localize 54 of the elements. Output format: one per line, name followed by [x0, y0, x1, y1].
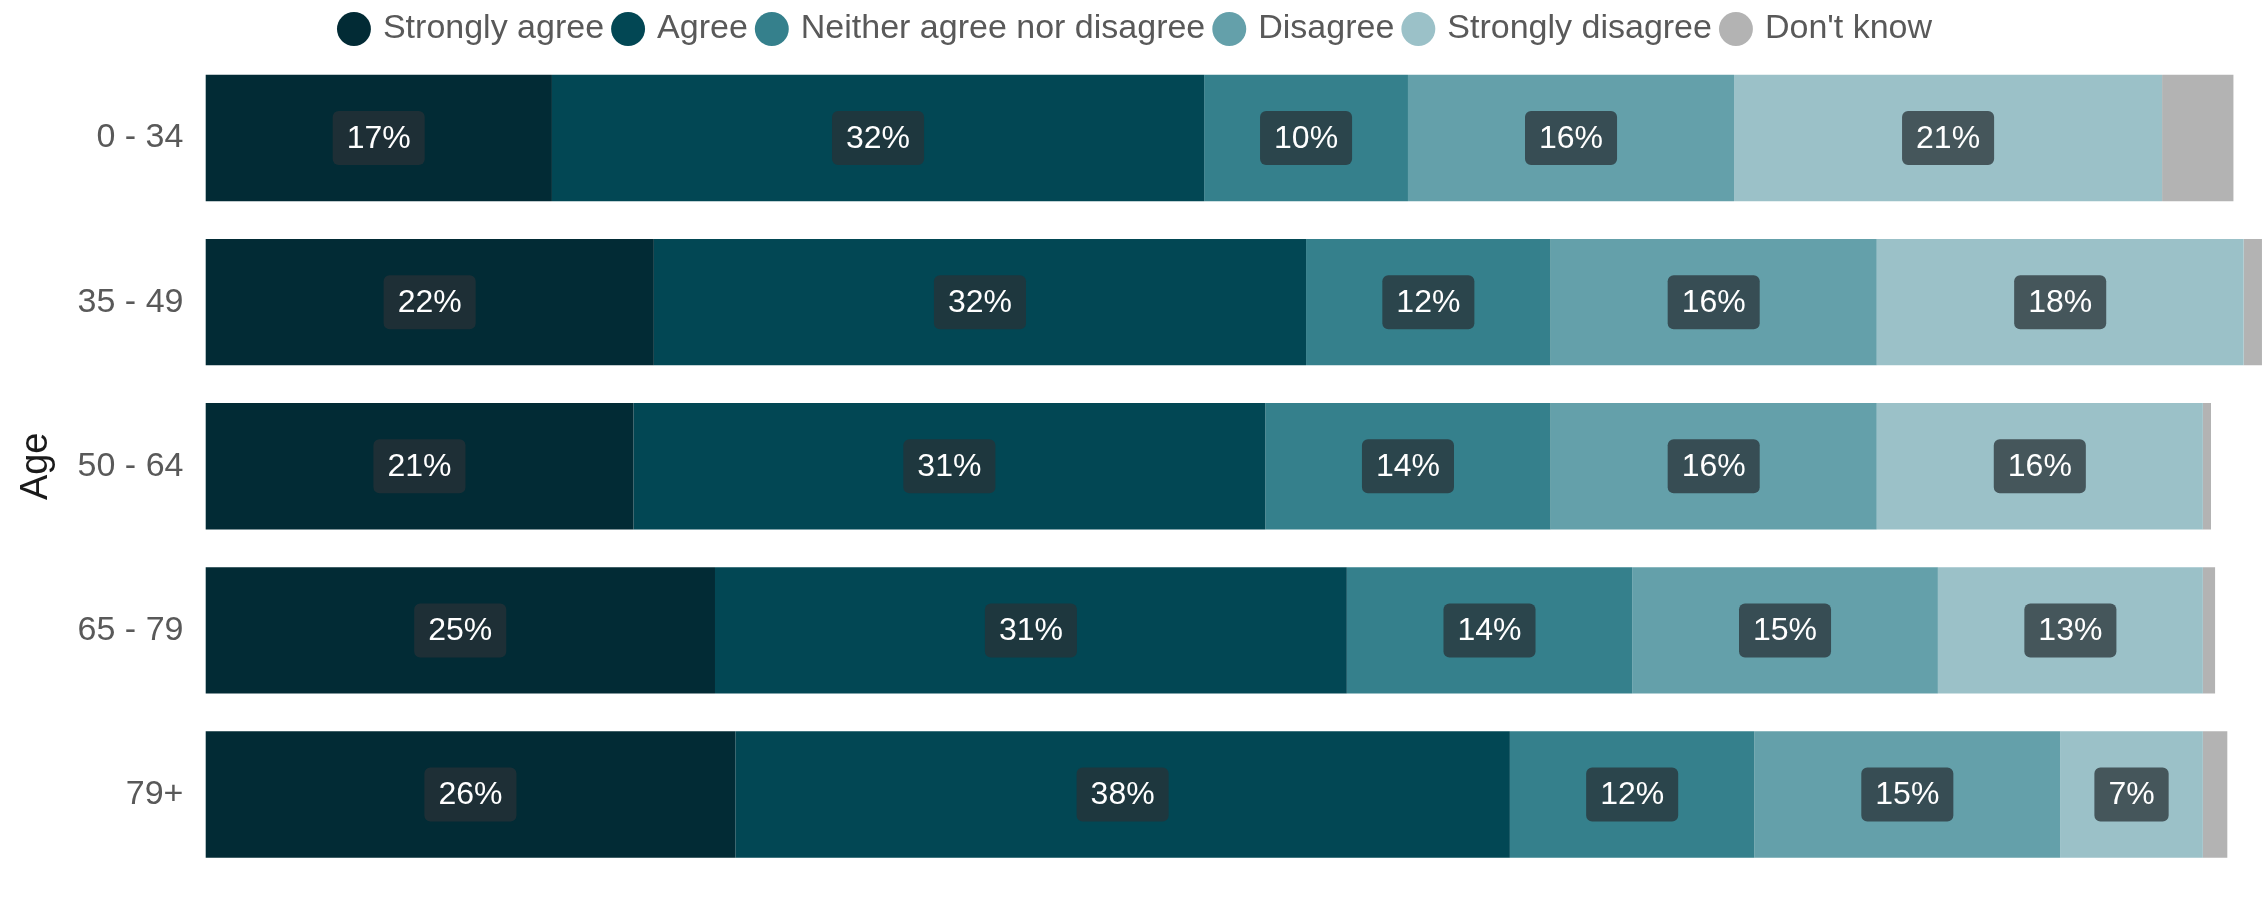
bar: [2202, 567, 2216, 694]
bar: [2202, 403, 2212, 530]
bar: [2162, 74, 2234, 202]
bar: [1734, 74, 2163, 202]
data-label: 15%: [1875, 775, 1940, 812]
data-label: 21%: [387, 447, 452, 484]
data-label: 12%: [1396, 283, 1461, 320]
y-tick-label: 79+: [125, 772, 184, 811]
data-label: 21%: [1916, 118, 1981, 155]
data-label: 17%: [346, 118, 411, 155]
bar: [205, 238, 654, 366]
data-label: 38%: [1090, 775, 1155, 812]
legend-label: Agree: [657, 7, 748, 46]
legend-label: Strongly agree: [382, 7, 605, 46]
y-tick-label: 35 - 49: [77, 280, 184, 319]
data-label: 32%: [846, 118, 911, 155]
bar: [2243, 238, 2262, 366]
y-tick-label: 50 - 64: [77, 444, 184, 483]
legend-label: Strongly disagree: [1447, 7, 1712, 46]
bar: [735, 731, 1510, 858]
data-label: 22%: [397, 283, 462, 320]
data-label: 15%: [1753, 611, 1818, 648]
y-axis-title: Age: [13, 432, 56, 501]
data-label: 7%: [2108, 775, 2155, 812]
bar: [205, 567, 715, 694]
data-label: 14%: [1375, 447, 1440, 484]
bar: [551, 74, 1205, 202]
data-label: 16%: [1539, 118, 1604, 155]
legend-label: Don't know: [1764, 7, 1933, 46]
bar: [714, 567, 1347, 694]
data-label: 32%: [947, 283, 1012, 320]
data-label: 12%: [1600, 775, 1665, 812]
data-label: 18%: [2028, 283, 2093, 320]
bar: [1876, 238, 2244, 366]
data-label: 14%: [1457, 611, 1522, 648]
y-tick-label: 65 - 79: [77, 608, 184, 647]
bar: [633, 403, 1266, 530]
data-label: 31%: [917, 447, 982, 484]
legend-label: Neither agree nor disagree: [800, 7, 1206, 46]
data-label: 16%: [1681, 447, 1746, 484]
data-label: 16%: [1681, 283, 1746, 320]
data-label: 16%: [2007, 447, 2072, 484]
bar: [2202, 731, 2228, 858]
bar: [205, 731, 736, 858]
legend-label: Disagree: [1258, 7, 1395, 46]
data-label: 31%: [998, 611, 1063, 648]
data-label: 13%: [2038, 611, 2103, 648]
data-label: 10%: [1274, 118, 1339, 155]
y-tick-label: 0 - 34: [96, 116, 184, 155]
bar: [205, 74, 552, 202]
data-label: 25%: [428, 611, 493, 648]
data-label: 26%: [438, 775, 503, 812]
bar: [205, 403, 634, 530]
bar: [653, 238, 1307, 366]
